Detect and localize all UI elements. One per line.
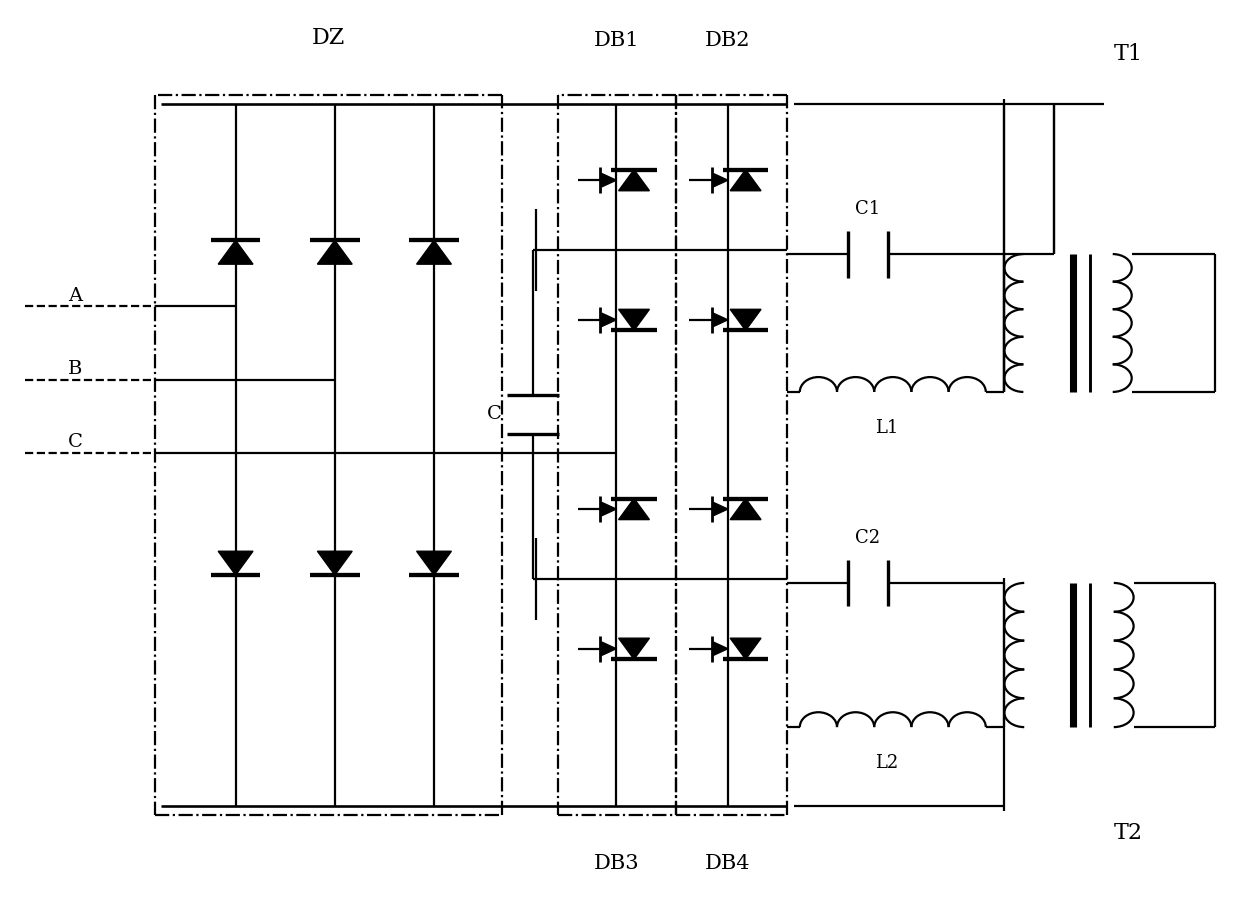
Polygon shape [713, 314, 728, 326]
Polygon shape [601, 314, 616, 326]
Polygon shape [730, 638, 761, 660]
Text: T2: T2 [1114, 823, 1143, 844]
Polygon shape [619, 309, 650, 331]
Polygon shape [713, 503, 728, 515]
Text: DB1: DB1 [594, 31, 639, 50]
Polygon shape [730, 309, 761, 331]
Polygon shape [730, 498, 761, 520]
Polygon shape [601, 174, 616, 187]
Polygon shape [713, 642, 728, 655]
Text: C: C [487, 405, 502, 423]
Text: T1: T1 [1114, 43, 1143, 65]
Polygon shape [317, 241, 352, 264]
Text: C2: C2 [856, 529, 880, 547]
Text: DB2: DB2 [706, 31, 750, 50]
Polygon shape [218, 551, 253, 575]
Polygon shape [619, 169, 650, 191]
Polygon shape [619, 638, 650, 660]
Polygon shape [713, 174, 728, 187]
Text: A: A [68, 287, 82, 305]
Polygon shape [417, 551, 451, 575]
Text: DB3: DB3 [594, 853, 639, 873]
Polygon shape [601, 642, 616, 655]
Polygon shape [730, 169, 761, 191]
Polygon shape [619, 498, 650, 520]
Text: L1: L1 [875, 419, 898, 437]
Polygon shape [417, 241, 451, 264]
Polygon shape [601, 503, 616, 515]
Polygon shape [218, 241, 253, 264]
Polygon shape [317, 551, 352, 575]
Text: C1: C1 [856, 200, 880, 218]
Text: B: B [68, 360, 83, 378]
Text: DZ: DZ [312, 27, 345, 49]
Text: L2: L2 [875, 754, 898, 772]
Text: C: C [68, 433, 83, 451]
Text: DB4: DB4 [706, 853, 750, 873]
